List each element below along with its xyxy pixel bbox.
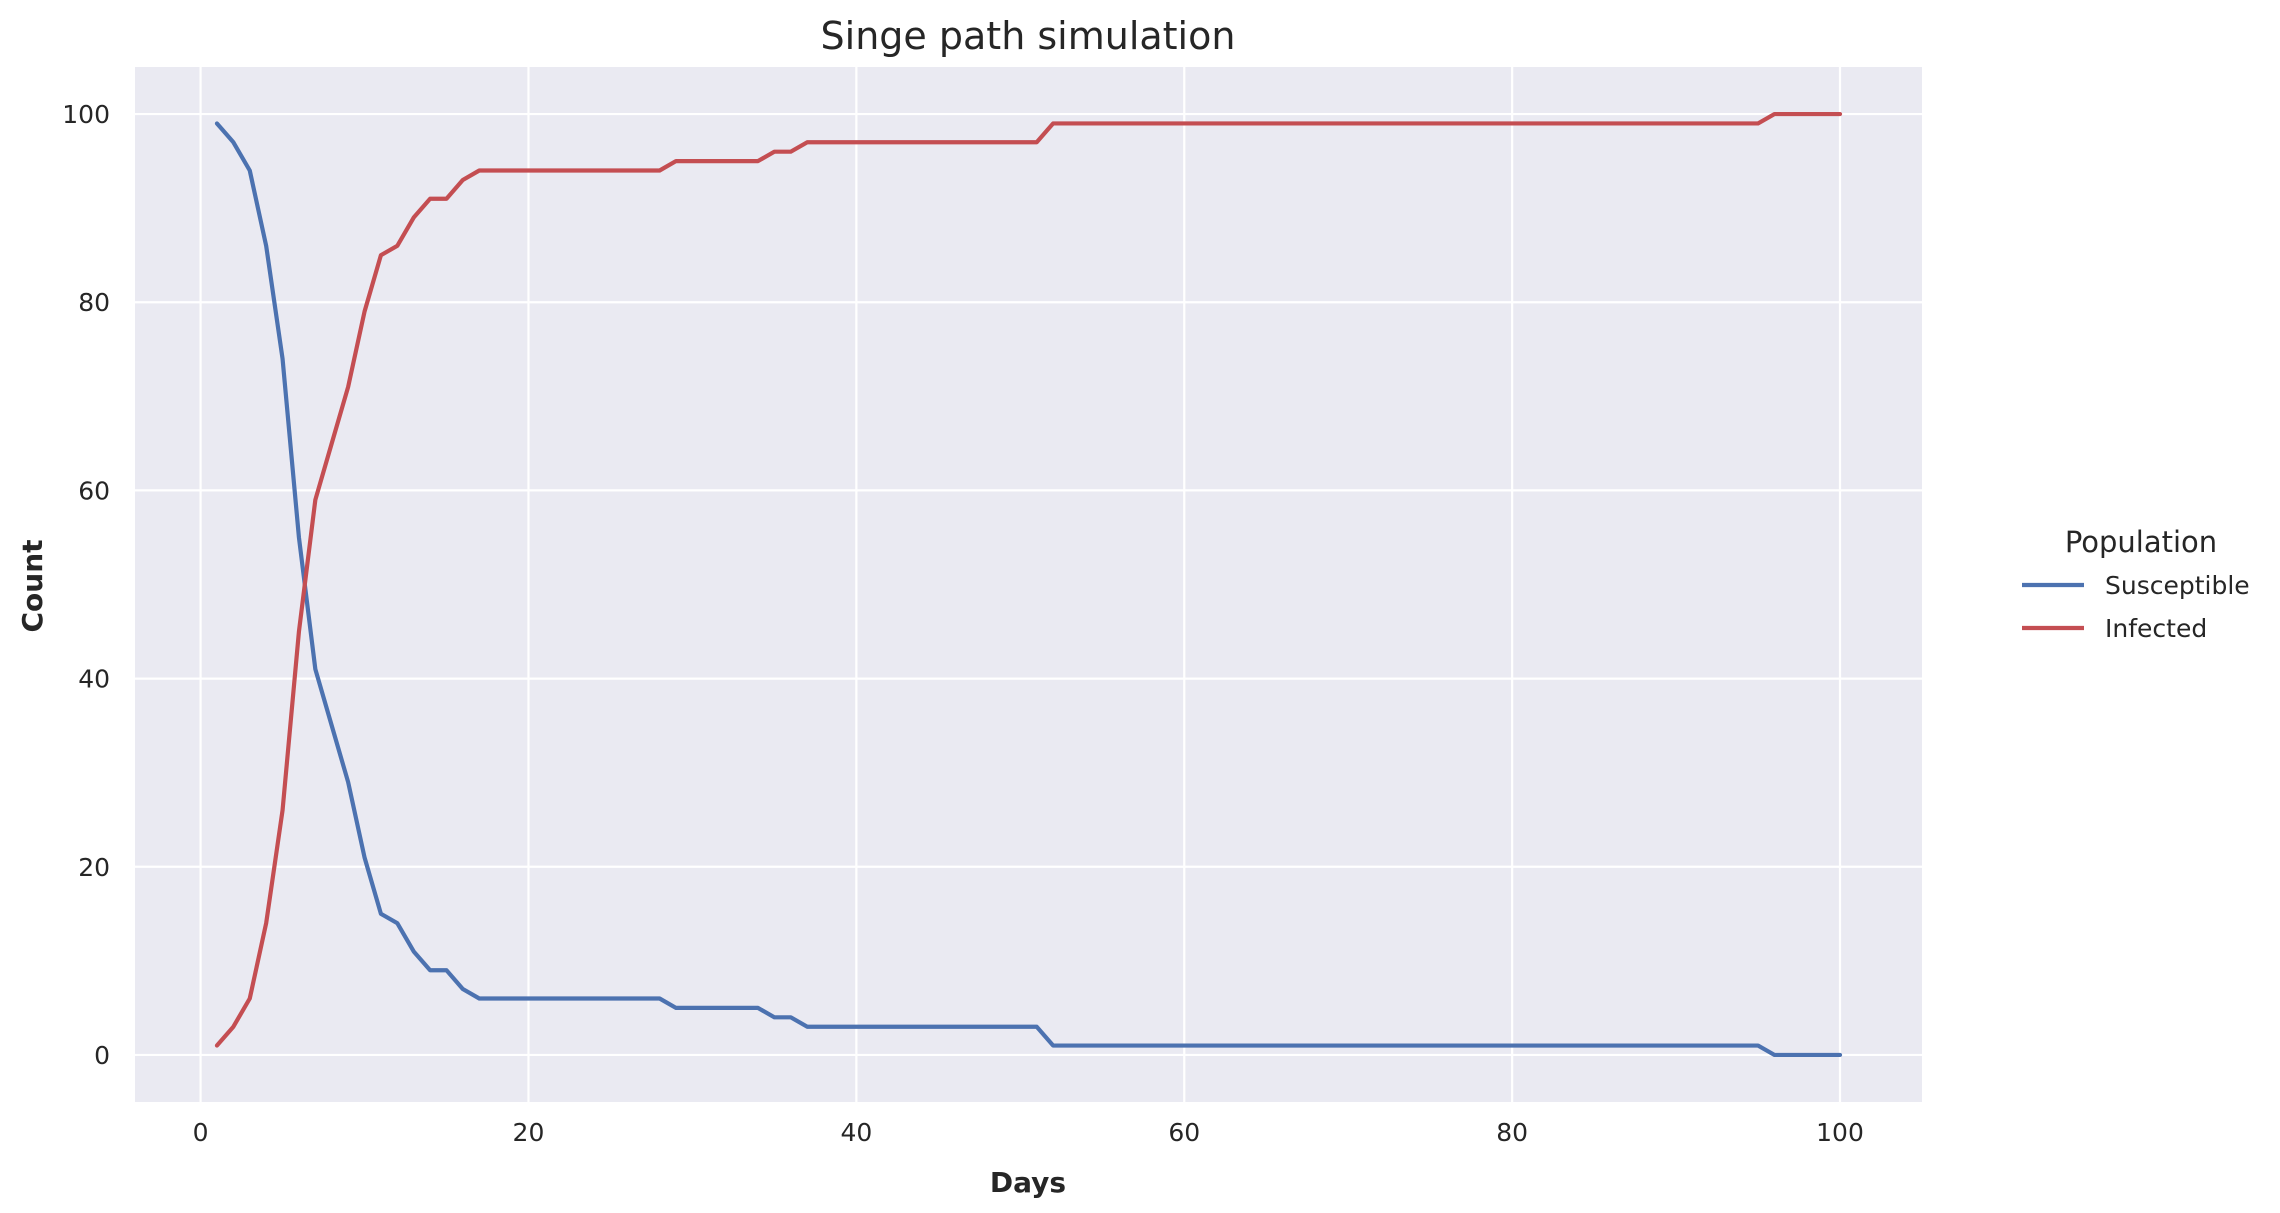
- y-tick-label: 100: [62, 100, 110, 129]
- x-tick-label: 60: [1168, 1118, 1200, 1147]
- y-axis-label: Count: [16, 539, 49, 632]
- x-tick-label: 0: [193, 1118, 209, 1147]
- x-tick-label: 20: [513, 1118, 545, 1147]
- chart-title: Singe path simulation: [821, 14, 1236, 58]
- y-tick-label: 80: [78, 288, 110, 317]
- grid-lines: [135, 67, 1922, 1102]
- legend: Population Susceptible Infected: [2022, 525, 2250, 643]
- legend-label-infected: Infected: [2105, 614, 2207, 643]
- series-line-susceptible: [214, 121, 1843, 1058]
- x-tick-label: 40: [840, 1118, 872, 1147]
- y-tick-label: 40: [78, 665, 110, 694]
- series-lines: [214, 111, 1843, 1058]
- x-tick-label: 80: [1496, 1118, 1528, 1147]
- x-tick-labels: 0 20 40 60 80 100: [193, 1118, 1864, 1147]
- y-tick-label: 20: [78, 853, 110, 882]
- y-tick-label: 0: [94, 1041, 110, 1070]
- plot-area: [135, 67, 1922, 1102]
- legend-entries: Susceptible Infected: [2022, 571, 2250, 643]
- y-tick-labels: 0 20 40 60 80 100: [62, 100, 110, 1070]
- y-tick-label: 60: [78, 476, 110, 505]
- series-line-infected: [214, 111, 1843, 1048]
- legend-title: Population: [2065, 525, 2217, 559]
- legend-label-susceptible: Susceptible: [2105, 571, 2250, 600]
- x-axis-label: Days: [990, 1166, 1066, 1199]
- x-tick-label: 100: [1816, 1118, 1864, 1147]
